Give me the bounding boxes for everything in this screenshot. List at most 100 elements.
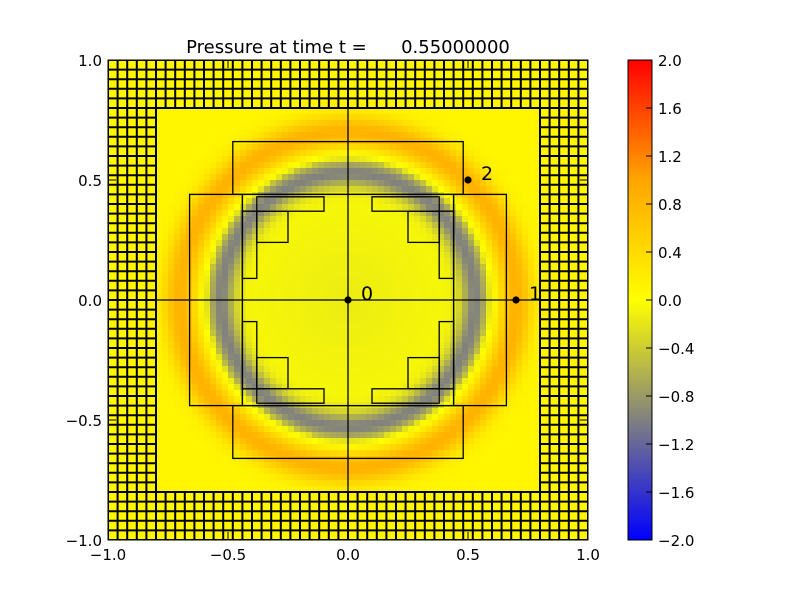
field-cell (366, 426, 373, 433)
field-cell (246, 492, 253, 499)
field-cell (270, 474, 277, 481)
field-cell (468, 438, 475, 445)
field-cell (150, 396, 157, 403)
field-cell (336, 456, 343, 463)
field-cell (150, 510, 157, 517)
field-cell (186, 414, 193, 421)
field-cell (420, 306, 427, 313)
field-cell (288, 336, 295, 343)
field-cell (174, 90, 181, 97)
field-cell (108, 462, 115, 469)
field-cell (270, 222, 277, 229)
field-cell (246, 264, 253, 271)
field-cell (456, 510, 463, 517)
field-cell (132, 300, 139, 307)
field-cell (330, 438, 337, 445)
field-cell (378, 150, 385, 157)
field-cell (216, 72, 223, 79)
field-cell (150, 180, 157, 187)
field-cell (204, 366, 211, 373)
field-cell (456, 132, 463, 139)
field-cell (120, 522, 127, 529)
field-cell (234, 408, 241, 415)
field-cell (426, 162, 433, 169)
field-cell (372, 72, 379, 79)
field-cell (318, 126, 325, 133)
field-cell (138, 510, 145, 517)
field-cell (222, 180, 229, 187)
field-cell (360, 360, 367, 367)
field-cell (306, 444, 313, 451)
field-cell (276, 192, 283, 199)
field-cell (132, 456, 139, 463)
field-cell (330, 150, 337, 157)
field-cell (120, 264, 127, 271)
field-cell (348, 90, 355, 97)
field-cell (264, 114, 271, 121)
field-cell (360, 462, 367, 469)
field-cell (192, 174, 199, 181)
field-cell (426, 72, 433, 79)
field-cell (342, 474, 349, 481)
field-cell (126, 510, 133, 517)
field-cell (216, 468, 223, 475)
field-cell (306, 456, 313, 463)
field-cell (192, 444, 199, 451)
field-cell (468, 204, 475, 211)
field-cell (474, 306, 481, 313)
field-cell (342, 486, 349, 493)
field-cell (300, 480, 307, 487)
field-cell (246, 162, 253, 169)
field-cell (108, 198, 115, 205)
field-cell (456, 372, 463, 379)
field-cell (396, 468, 403, 475)
field-cell (438, 108, 445, 115)
field-cell (324, 132, 331, 139)
field-cell (480, 138, 487, 145)
field-cell (282, 366, 289, 373)
field-cell (198, 408, 205, 415)
field-cell (186, 72, 193, 79)
field-cell (228, 522, 235, 529)
field-cell (222, 246, 229, 253)
field-cell (234, 324, 241, 331)
field-cell (216, 306, 223, 313)
field-cell (210, 192, 217, 199)
field-cell (240, 144, 247, 151)
field-cell (462, 450, 469, 457)
field-cell (408, 378, 415, 385)
field-cell (372, 174, 379, 181)
field-cell (294, 198, 301, 205)
field-cell (318, 204, 325, 211)
field-cell (360, 492, 367, 499)
field-cell (120, 168, 127, 175)
field-cell (252, 246, 259, 253)
field-cell (246, 426, 253, 433)
field-cell (426, 486, 433, 493)
field-cell (462, 192, 469, 199)
field-cell (168, 384, 175, 391)
field-cell (240, 462, 247, 469)
field-cell (372, 486, 379, 493)
field-cell (384, 468, 391, 475)
field-cell (462, 372, 469, 379)
field-cell (204, 342, 211, 349)
field-cell (132, 60, 139, 67)
field-cell (294, 354, 301, 361)
field-cell (354, 240, 361, 247)
field-cell (348, 120, 355, 127)
field-cell (312, 294, 319, 301)
field-cell (240, 408, 247, 415)
field-cell (414, 348, 421, 355)
field-cell (462, 486, 469, 493)
field-cell (390, 162, 397, 169)
field-cell (132, 234, 139, 241)
field-cell (174, 192, 181, 199)
field-cell (474, 126, 481, 133)
field-cell (408, 144, 415, 151)
field-cell (438, 444, 445, 451)
field-cell (204, 102, 211, 109)
field-cell (258, 372, 265, 379)
field-cell (156, 468, 163, 475)
field-cell (342, 516, 349, 523)
